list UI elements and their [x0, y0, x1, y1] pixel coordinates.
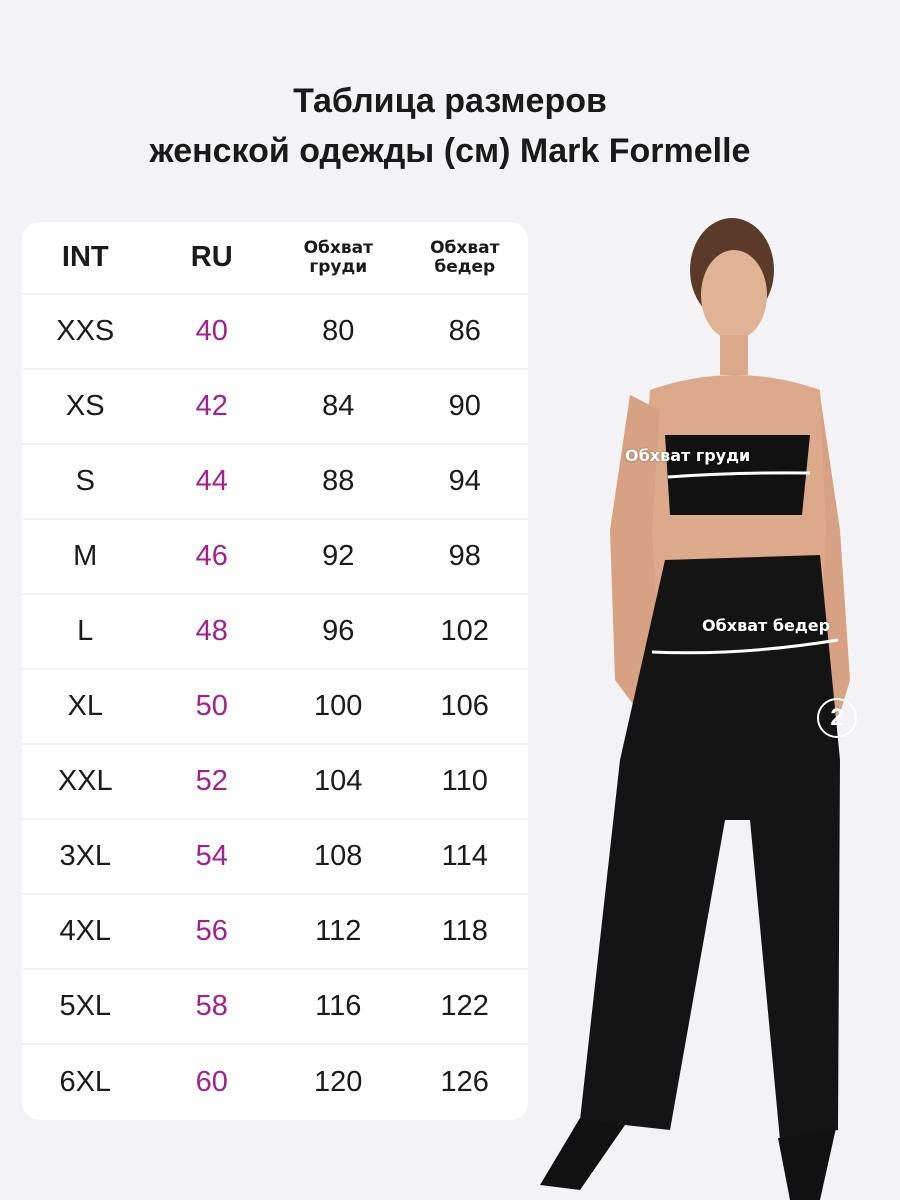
size-int: S: [75, 465, 95, 497]
header-bust-line2: груди: [309, 256, 368, 277]
hip-value: 118: [441, 915, 488, 947]
header-hips-line1: Обхват: [430, 237, 500, 258]
size-ru: 48: [195, 615, 228, 647]
hip-value: 114: [441, 840, 488, 872]
size-ru: 60: [195, 1066, 228, 1098]
size-int: XXL: [57, 765, 113, 797]
size-ru: 58: [195, 990, 228, 1022]
bust-label: Обхват груди: [625, 446, 751, 465]
size-int: XL: [67, 690, 103, 722]
hip-value: 94: [448, 465, 481, 497]
bust-value: 88: [322, 465, 355, 497]
hip-value: 106: [440, 690, 489, 722]
table-row: XS 42 84 90: [22, 370, 528, 445]
hip-label: Обхват бедер: [702, 616, 831, 635]
size-int: 3XL: [59, 840, 112, 872]
table-row: M 46 92 98: [22, 520, 528, 595]
bust-value: 96: [322, 615, 355, 647]
bust-value: 112: [315, 915, 362, 947]
size-ru: 46: [195, 540, 228, 572]
table-header: INT RU Обхват груди Обхват бедер: [22, 222, 528, 295]
bust-value: 92: [322, 540, 355, 572]
size-int: L: [77, 615, 94, 647]
size-int: 6XL: [59, 1066, 112, 1098]
bust-value: 84: [322, 390, 355, 422]
bust-value: 104: [314, 765, 363, 797]
hip-value: 110: [441, 765, 488, 797]
hip-value: 122: [440, 990, 489, 1022]
table-row: XXS 40 80 86: [22, 295, 528, 370]
size-ru: 42: [195, 390, 228, 422]
header-ru: RU: [190, 241, 233, 273]
size-ru: 50: [195, 690, 228, 722]
bust-value: 116: [315, 990, 362, 1022]
size-int: XXS: [56, 315, 115, 347]
hip-value: 86: [448, 315, 481, 347]
header-int: INT: [61, 241, 109, 273]
hip-value: 98: [448, 540, 481, 572]
page-title: Таблица размеров женской одежды (см) Mar…: [0, 76, 900, 176]
bust-value: 108: [314, 840, 363, 872]
hip-value: 102: [440, 615, 489, 647]
hip-value: 90: [448, 390, 481, 422]
table-row: 4XL 56 112 118: [22, 895, 528, 970]
table-row: XL 50 100 106: [22, 670, 528, 745]
model-photo: [540, 218, 850, 1200]
size-ru: 40: [195, 315, 228, 347]
table-row: S 44 88 94: [22, 445, 528, 520]
size-int: 4XL: [59, 915, 112, 947]
size-ru: 52: [195, 765, 228, 797]
header-bust: Обхват груди: [275, 237, 402, 277]
title-line-2: женской одежды (см) Mark Formelle: [149, 132, 751, 170]
table-row: L 48 96 102: [22, 595, 528, 670]
header-hips-line2: бедер: [434, 256, 496, 277]
title-line-1: Таблица размеров: [293, 82, 607, 120]
table-row: 3XL 54 108 114: [22, 820, 528, 895]
size-int: XS: [65, 390, 105, 422]
step-badge: 2: [817, 698, 857, 738]
size-table: INT RU Обхват груди Обхват бедер XXS 40 80 86…: [22, 222, 528, 1120]
bust-value: 120: [314, 1066, 363, 1098]
header-bust-line1: Обхват: [303, 237, 373, 258]
table-row: 5XL 58 116 122: [22, 970, 528, 1045]
size-int: 5XL: [59, 990, 112, 1022]
bust-value: 80: [322, 315, 355, 347]
table-row: XXL 52 104 110: [22, 745, 528, 820]
header-hips: Обхват бедер: [402, 237, 529, 277]
size-ru: 44: [195, 465, 228, 497]
bust-value: 100: [314, 690, 363, 722]
table-row: 6XL 60 120 126: [22, 1045, 528, 1120]
hip-value: 126: [440, 1066, 489, 1098]
size-ru: 56: [195, 915, 228, 947]
size-int: M: [73, 540, 98, 572]
size-ru: 54: [195, 840, 228, 872]
